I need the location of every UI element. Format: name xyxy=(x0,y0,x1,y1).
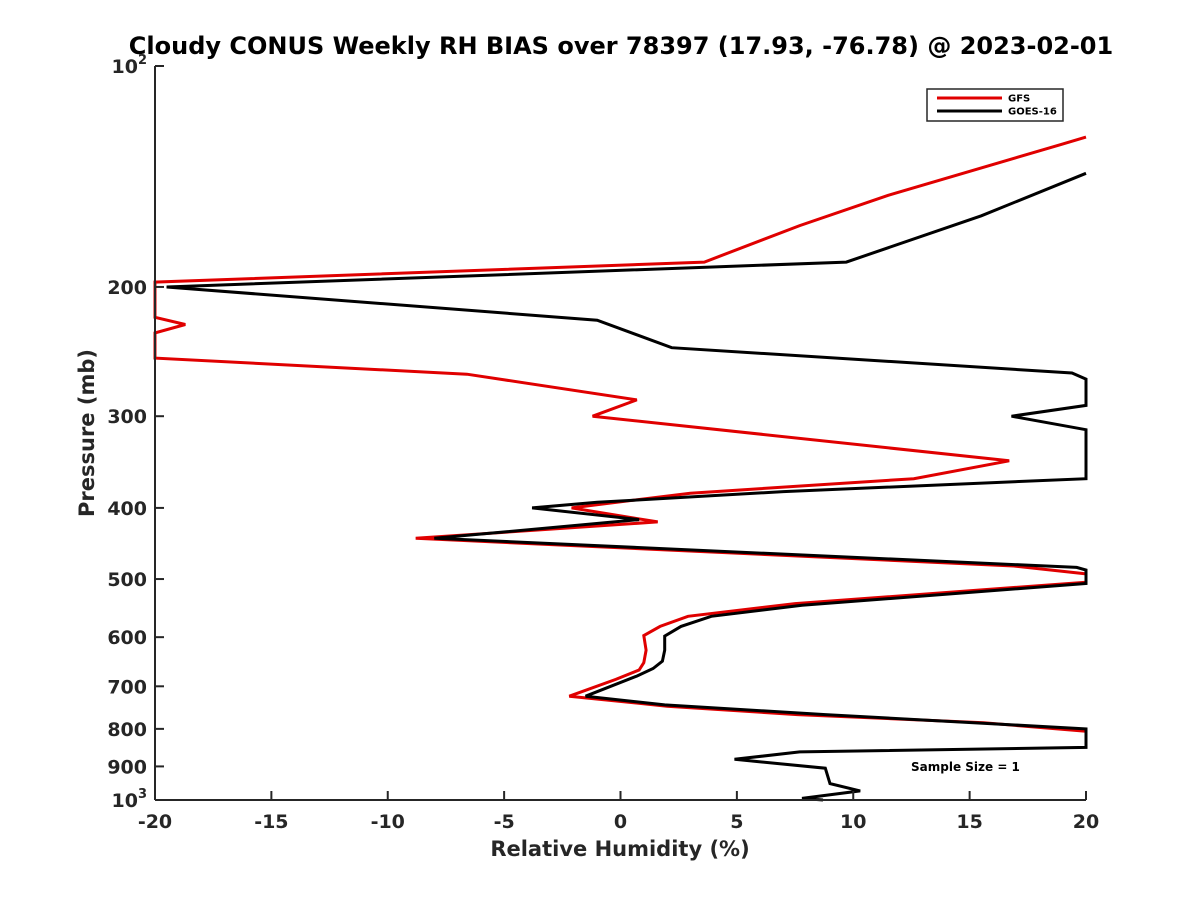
y-tick-label: 400 xyxy=(107,498,147,520)
y-tick-label: 900 xyxy=(107,756,147,778)
x-tick-label: -5 xyxy=(494,811,515,833)
x-ticks: -20 -15 -10 -5 0 5 10 15 20 xyxy=(138,791,1099,833)
y-ticks: 102 200 300 400 500 600 700 800 900 103 xyxy=(107,53,164,812)
legend: GFS GOES-16 xyxy=(926,88,1064,122)
legend-label-goes16: GOES-16 xyxy=(1008,107,1057,118)
y-tick-label: 600 xyxy=(107,627,147,649)
x-tick-label: 5 xyxy=(730,811,743,833)
x-tick-label: 0 xyxy=(614,811,627,833)
axes xyxy=(154,66,1086,801)
x-tick-label: -10 xyxy=(371,811,405,833)
x-tick-label: 20 xyxy=(1073,811,1099,833)
series-layer xyxy=(153,135,1088,802)
series-line-goes16 xyxy=(166,171,1088,802)
y-tick-label: 300 xyxy=(107,406,147,428)
y-tick-label: 500 xyxy=(107,569,147,591)
x-tick-label: -20 xyxy=(138,811,172,833)
sample-size-annotation: Sample Size = 1 xyxy=(911,760,1020,774)
x-tick-label: 15 xyxy=(956,811,982,833)
y-tick-label: 200 xyxy=(107,277,147,299)
x-axis-title: Relative Humidity (%) xyxy=(490,837,749,861)
y-tick-label: 800 xyxy=(107,719,147,741)
y-tick-label: 700 xyxy=(107,676,147,698)
x-tick-label: -15 xyxy=(254,811,288,833)
legend-box xyxy=(926,88,1064,122)
y-tick-label: 103 xyxy=(112,787,148,812)
x-tick-label: 10 xyxy=(840,811,866,833)
chart-title: Cloudy CONUS Weekly RH BIAS over 78397 (… xyxy=(129,32,1113,60)
legend-label-gfs: GFS xyxy=(1008,94,1030,105)
y-axis-title: Pressure (mb) xyxy=(75,349,99,517)
y-tick-label: 102 xyxy=(112,53,148,78)
